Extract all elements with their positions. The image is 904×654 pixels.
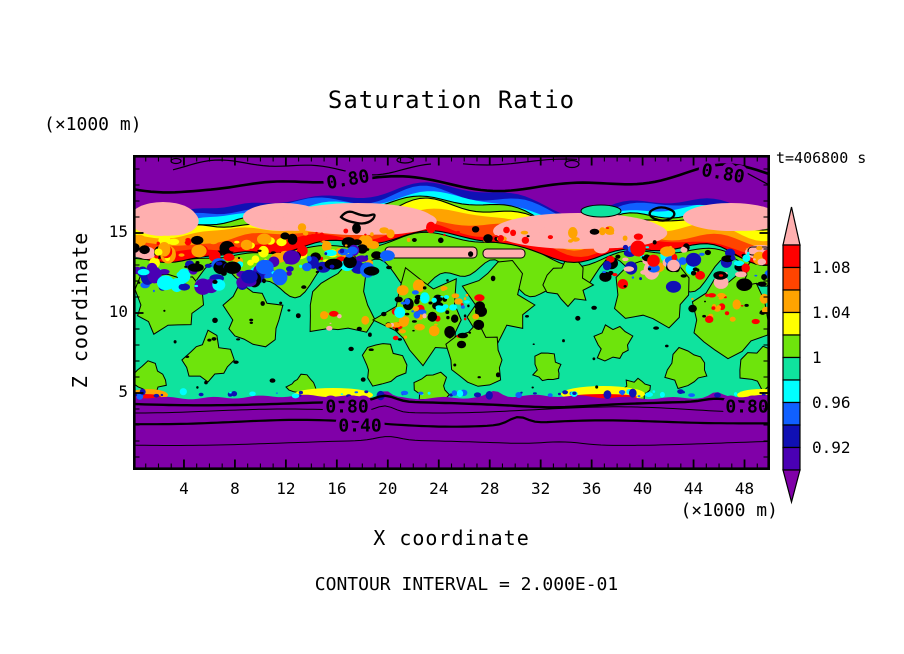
x-tick-label: 32	[531, 479, 551, 498]
x-tick-label: 36	[581, 479, 602, 498]
y-axis-unit-label: (×1000 m)	[44, 114, 142, 135]
x-tick-label: 44	[683, 479, 704, 498]
x-tick-label: 16	[327, 479, 347, 498]
svg-text:0.40: 0.40	[338, 416, 381, 437]
x-axis-title: X coordinate	[373, 526, 530, 550]
colorbar	[782, 206, 801, 505]
x-tick-label: 20	[378, 479, 398, 498]
z-tick-label: 10	[108, 302, 128, 321]
time-annotation: t=406800 s	[776, 149, 867, 167]
svg-text:0.40: 0.40	[338, 416, 381, 437]
svg-text:0.80: 0.80	[325, 397, 368, 418]
z-tick-label: 15	[108, 222, 128, 241]
y-axis-title: Z coordinate	[68, 231, 92, 389]
z-tick-label: 5	[118, 382, 128, 401]
contour-field: 0.800.80 0.800.800.800.800.400.400.800.80	[133, 155, 770, 470]
x-tick-label: 24	[429, 479, 449, 498]
x-tick-label: 40	[632, 479, 653, 498]
x-tick-label: 4	[179, 479, 189, 498]
svg-text:0.80: 0.80	[725, 397, 768, 418]
x-tick-label: 48	[734, 479, 755, 498]
x-tick-label: 12	[276, 479, 296, 498]
svg-text:0.80: 0.80	[325, 397, 368, 418]
svg-text:0.80: 0.80	[725, 397, 768, 418]
x-tick-label: 28	[480, 479, 500, 498]
plot-title: Saturation Ratio	[327, 86, 576, 114]
x-tick-label: 8	[230, 479, 240, 498]
x-axis-unit-label: (×1000 m)	[680, 500, 778, 521]
contour-interval-note: CONTOUR INTERVAL = 2.000E-01	[314, 574, 619, 595]
